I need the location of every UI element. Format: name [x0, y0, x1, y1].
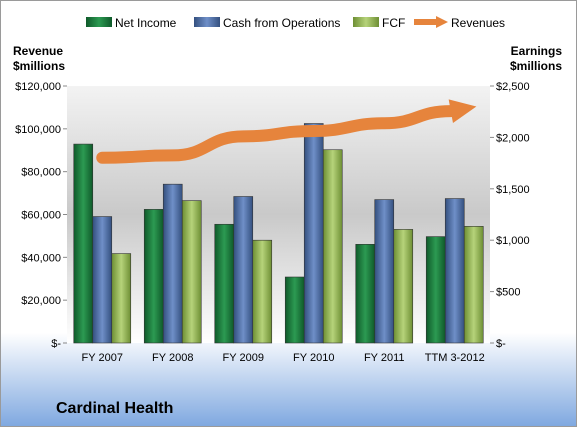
left-tick-label: $80,000	[21, 167, 61, 179]
bar-cash-from-operations	[445, 199, 464, 343]
category-label: FY 2010	[293, 352, 334, 364]
legend-label-cash-from-operations: Cash from Operations	[223, 16, 340, 30]
category-label: FY 2007	[82, 352, 123, 364]
legend-swatch-cash-from-operations	[194, 17, 220, 27]
bar-net-income	[215, 224, 234, 343]
right-axis-title-line1: Earnings	[511, 44, 563, 58]
bar-fcf	[182, 201, 201, 343]
right-tick-label: $1,500	[496, 184, 530, 196]
bar-cash-from-operations	[93, 217, 112, 343]
bar-fcf	[464, 226, 483, 343]
bar-net-income	[426, 237, 445, 343]
right-axis-title-line2: $millions	[510, 59, 562, 73]
legend-label-fcf: FCF	[382, 16, 405, 30]
left-tick-label: $60,000	[21, 210, 61, 222]
left-axis-title-line1: Revenue	[13, 44, 63, 58]
category-label: FY 2009	[223, 352, 264, 364]
bar-fcf	[253, 240, 272, 343]
category-label: TTM 3-2012	[425, 352, 485, 364]
bar-net-income	[74, 144, 93, 343]
bar-net-income	[285, 277, 304, 343]
bar-cash-from-operations	[304, 124, 323, 343]
bar-fcf	[323, 150, 342, 343]
category-label: FY 2011	[364, 352, 405, 364]
bar-fcf	[112, 254, 131, 343]
left-tick-label: $20,000	[21, 295, 61, 307]
bar-cash-from-operations	[234, 197, 253, 343]
right-tick-label: $2,500	[496, 81, 530, 93]
category-label: FY 2008	[152, 352, 193, 364]
left-tick-label: $40,000	[21, 252, 61, 264]
right-tick-label: $500	[496, 287, 520, 299]
right-tick-label: $-	[496, 338, 506, 350]
right-tick-label: $2,000	[496, 132, 530, 144]
bar-cash-from-operations	[163, 184, 182, 343]
legend-label-revenues: Revenues	[451, 16, 505, 30]
bar-net-income	[144, 209, 163, 343]
chart-title: Cardinal Health	[56, 400, 173, 417]
left-axis-title-line2: $millions	[13, 59, 65, 73]
left-tick-label: $-	[51, 338, 61, 350]
bar-net-income	[356, 244, 375, 343]
legend-swatch-fcf	[353, 17, 379, 27]
legend-swatch-net-income	[86, 17, 112, 27]
left-tick-label: $100,000	[15, 124, 61, 136]
right-tick-label: $1,000	[496, 235, 530, 247]
left-tick-label: $120,000	[15, 81, 61, 93]
bar-fcf	[394, 229, 413, 343]
legend-label-net-income: Net Income	[115, 16, 177, 30]
bar-cash-from-operations	[375, 200, 394, 343]
